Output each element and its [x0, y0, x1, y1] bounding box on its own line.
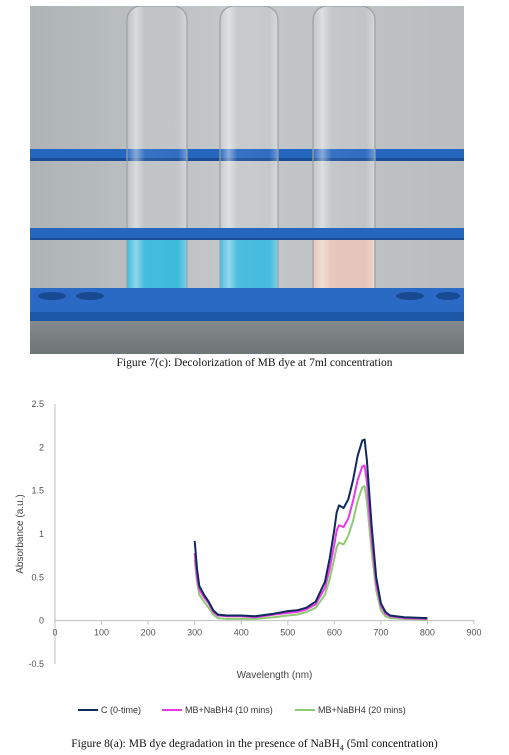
x-tick-label: 400	[234, 628, 249, 638]
y-tick-label: 0	[39, 616, 44, 626]
legend-label: MB+NaBH4 (20 mins)	[318, 705, 406, 715]
series-line	[193, 485, 428, 621]
y-tick-label: 1.5	[31, 486, 44, 496]
rack-base	[30, 288, 464, 321]
y-tick-label: 2	[39, 442, 44, 452]
figure-7-caption: Figure 7(c): Decolorization of MB dye at…	[116, 357, 393, 369]
test-tube-1	[126, 6, 188, 309]
y-tick-label: 2.5	[31, 399, 44, 409]
y-tick-label: 1	[39, 529, 44, 539]
test-tubes-photo	[30, 6, 464, 354]
x-axis-title: Wavelength (nm)	[237, 670, 313, 681]
x-tick-label: 600	[327, 628, 342, 638]
rack-middle-bar	[30, 228, 464, 238]
x-tick-label: 700	[373, 628, 388, 638]
series-line	[193, 438, 428, 620]
test-tube-3	[312, 6, 376, 307]
y-tick-label: 0.5	[31, 572, 44, 582]
series-line	[193, 464, 428, 620]
y-axis-title: Absorbance (a.u.)	[15, 494, 26, 574]
x-tick-label: 900	[466, 628, 481, 638]
x-tick-label: 500	[280, 628, 295, 638]
test-tube-2	[219, 6, 279, 309]
x-tick-label: 300	[187, 628, 202, 638]
legend-label: C (0-time)	[101, 705, 141, 715]
figure-8-caption: Figure 8(a): MB dye degradation in the p…	[0, 738, 509, 752]
absorbance-chart: 0 100 200 300 400 500 600 700 800 900 2.5 2 1.5 1 0.5 0…	[15, 399, 482, 715]
x-tick-label: 800	[420, 628, 435, 638]
x-tick-label: 200	[141, 628, 156, 638]
x-tick-label: 0	[52, 628, 57, 638]
figure-8-caption-tail: (5ml concentration)	[343, 738, 438, 750]
figure-8-caption-text: Figure 8(a): MB dye degradation in the p…	[71, 738, 340, 750]
y-tick-label: -0.5	[28, 659, 44, 669]
figure-8-caption-subscript: 4	[339, 743, 344, 753]
x-tick-label: 100	[94, 628, 109, 638]
legend-label: MB+NaBH4 (10 mins)	[185, 705, 273, 715]
